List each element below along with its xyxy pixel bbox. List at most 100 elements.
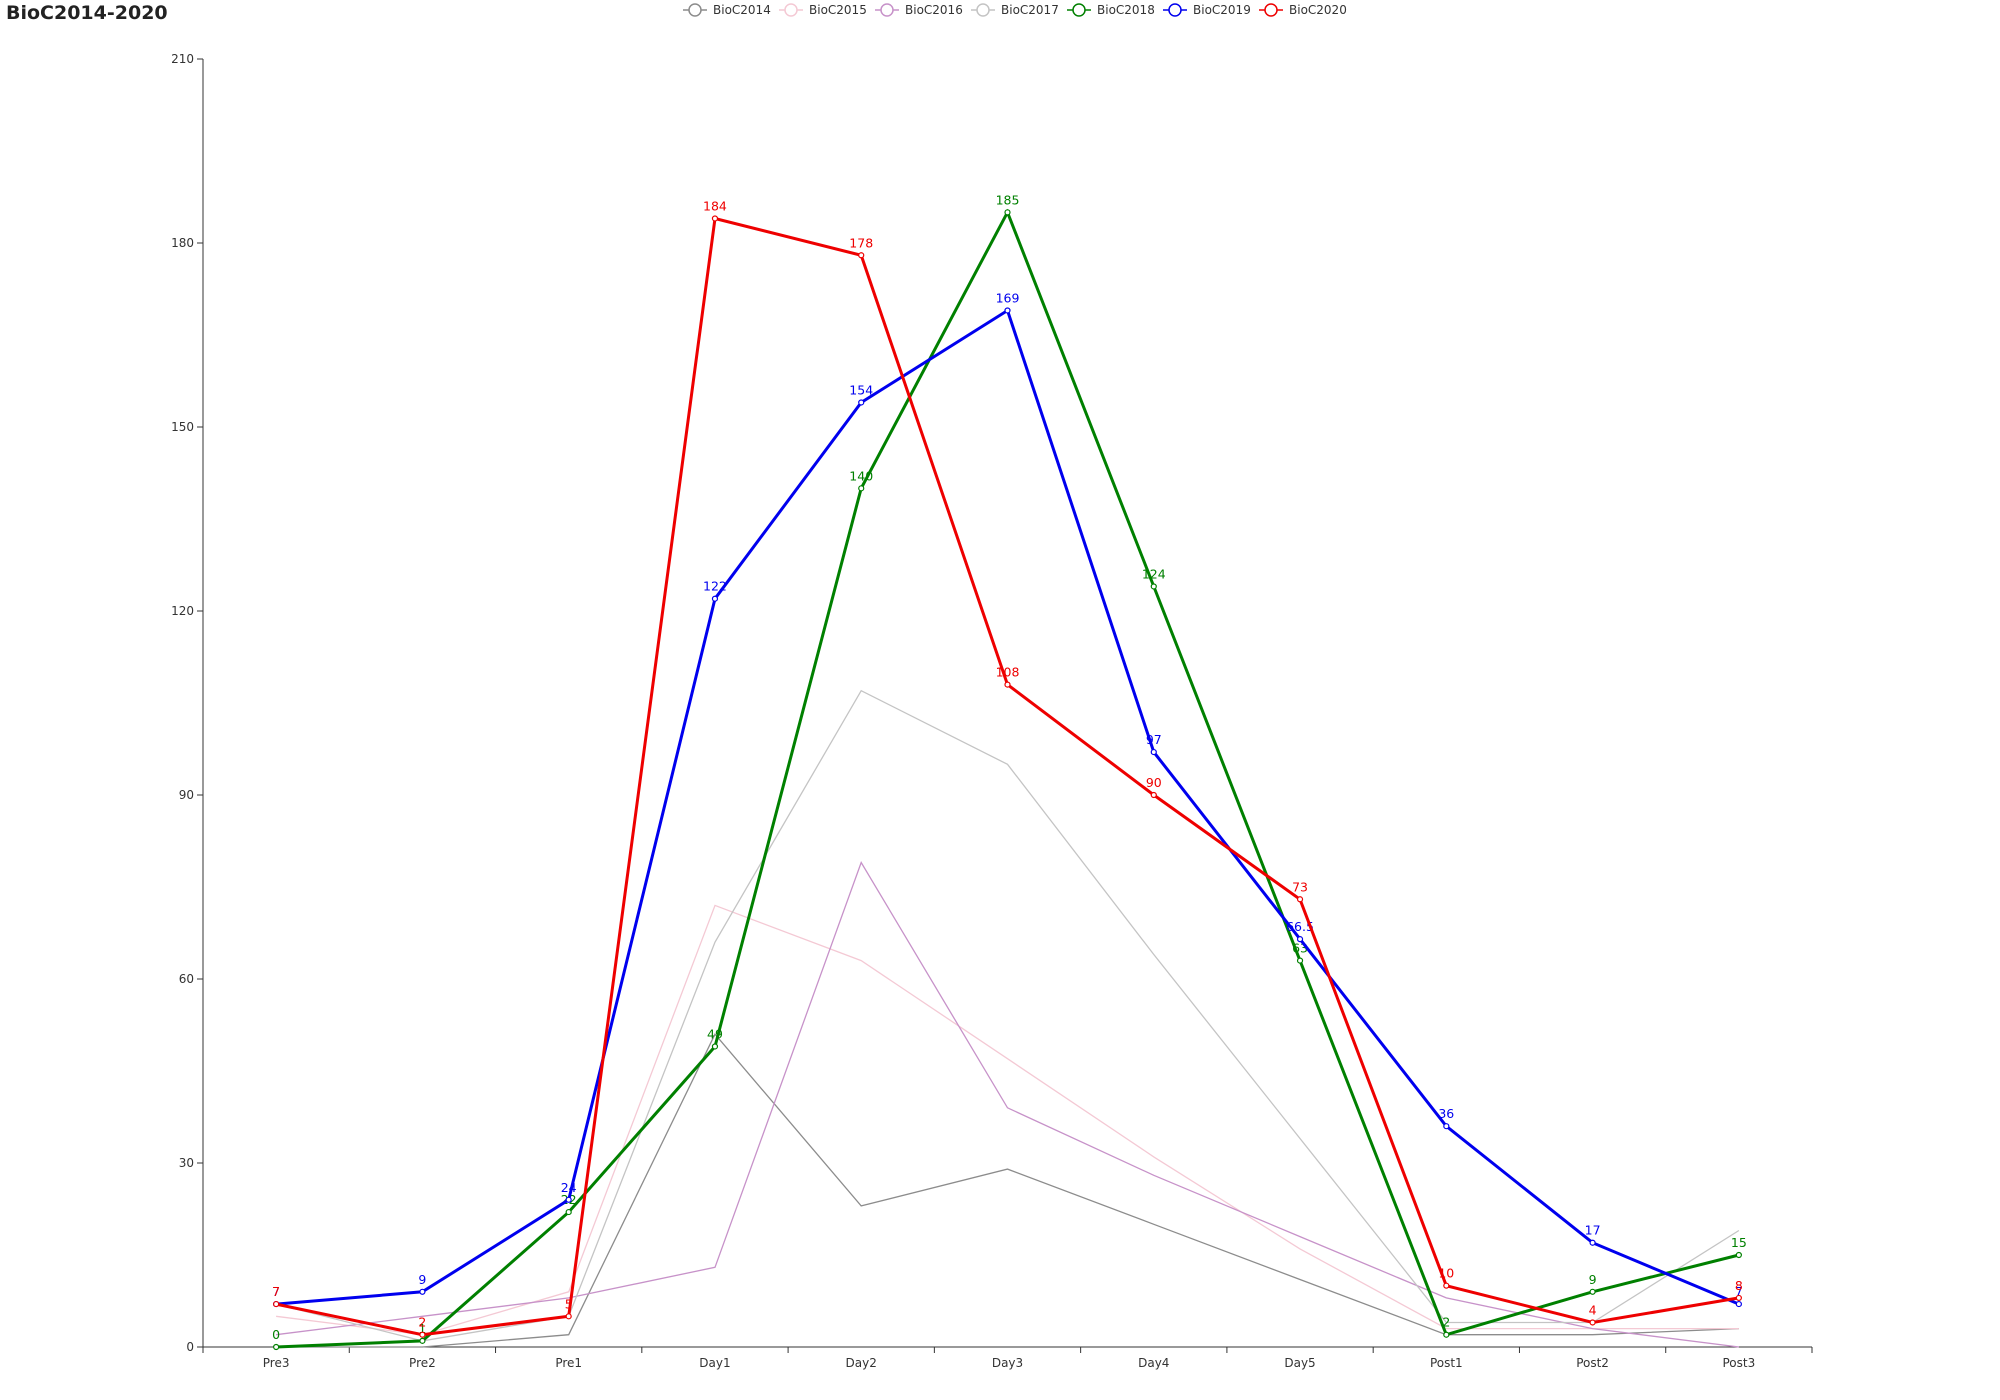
data-point[interactable] bbox=[419, 1288, 426, 1295]
data-point[interactable] bbox=[565, 1313, 572, 1320]
data-label: 185 bbox=[996, 192, 1020, 207]
data-point[interactable] bbox=[565, 1208, 572, 1216]
series-line[interactable] bbox=[275, 308, 1740, 1306]
data-label: 2 bbox=[418, 1315, 426, 1330]
series-line[interactable] bbox=[275, 216, 1740, 1337]
legend-item-BioC2017[interactable]: BioC2017 bbox=[971, 3, 1059, 17]
data-point[interactable] bbox=[858, 399, 865, 406]
series-BioC2018[interactable]: 012249140185124632915 bbox=[272, 192, 1747, 1351]
series-BioC2015[interactable] bbox=[276, 904, 1739, 1336]
data-point[interactable] bbox=[419, 1337, 426, 1344]
data-label: 9 bbox=[418, 1272, 426, 1287]
data-point[interactable] bbox=[1443, 1331, 1450, 1338]
legend-item-BioC2015[interactable]: BioC2015 bbox=[779, 3, 867, 17]
data-point[interactable] bbox=[1004, 209, 1011, 216]
data-point[interactable] bbox=[1735, 1294, 1742, 1302]
data-label: 178 bbox=[849, 235, 873, 250]
x-tick-label: Day5 bbox=[1284, 1356, 1315, 1370]
legend-marker bbox=[688, 3, 702, 17]
legend-item-BioC2020[interactable]: BioC2020 bbox=[1259, 3, 1347, 17]
legend-item-BioC2019[interactable]: BioC2019 bbox=[1163, 3, 1251, 17]
legend-item-BioC2016[interactable]: BioC2016 bbox=[875, 3, 963, 17]
series-BioC2016[interactable] bbox=[276, 860, 1739, 1348]
data-point[interactable] bbox=[1589, 1319, 1596, 1326]
data-point[interactable] bbox=[858, 252, 865, 259]
data-point[interactable] bbox=[1589, 1288, 1596, 1295]
data-point[interactable] bbox=[1589, 1239, 1596, 1246]
data-point[interactable] bbox=[858, 485, 865, 492]
x-tick-label: Day4 bbox=[1138, 1356, 1169, 1370]
data-label: 49 bbox=[707, 1026, 723, 1041]
legend-marker bbox=[1072, 3, 1086, 17]
data-point[interactable] bbox=[711, 215, 719, 222]
data-point[interactable] bbox=[1735, 1300, 1742, 1308]
legend-item-BioC2018[interactable]: BioC2018 bbox=[1067, 3, 1155, 17]
x-tick-label: Day3 bbox=[992, 1356, 1023, 1370]
data-point[interactable] bbox=[1004, 681, 1011, 688]
y-tick-label: 210 bbox=[171, 52, 194, 66]
data-point[interactable] bbox=[1150, 791, 1157, 799]
legend-marker bbox=[1264, 3, 1278, 17]
data-label: 7 bbox=[272, 1284, 280, 1299]
series-line[interactable] bbox=[276, 904, 1739, 1336]
data-point[interactable] bbox=[565, 1196, 572, 1203]
series-line[interactable] bbox=[276, 860, 1739, 1348]
legend[interactable]: BioC2014 BioC2015 BioC2016 BioC2017 BioC2018… bbox=[683, 3, 1347, 17]
data-label: 90 bbox=[1146, 775, 1162, 790]
series-BioC2020[interactable]: 7 2 5 184 178 108 90 73 10 4 8 bbox=[272, 198, 1743, 1338]
data-label: 140 bbox=[849, 468, 873, 483]
y-tick-label: 30 bbox=[179, 1156, 194, 1170]
data-label: 17 bbox=[1585, 1223, 1601, 1238]
data-point[interactable] bbox=[1735, 1251, 1742, 1259]
series-line[interactable] bbox=[276, 208, 1740, 1349]
data-label: 9 bbox=[1589, 1272, 1597, 1287]
series-BioC2017[interactable] bbox=[275, 689, 1740, 1342]
data-point[interactable] bbox=[1004, 307, 1011, 314]
data-label: 73 bbox=[1292, 879, 1308, 894]
legend-item-BioC2014[interactable]: BioC2014 bbox=[683, 3, 771, 17]
y-tick-label: 120 bbox=[171, 604, 194, 618]
legend-label: BioC2017 bbox=[1001, 3, 1059, 17]
data-point[interactable] bbox=[711, 595, 719, 602]
data-point[interactable] bbox=[273, 1300, 280, 1308]
data-point[interactable] bbox=[1296, 957, 1304, 964]
data-label: 124 bbox=[1142, 566, 1166, 581]
data-point[interactable] bbox=[1150, 583, 1157, 590]
data-label: 169 bbox=[996, 290, 1020, 305]
data-label: 7 bbox=[1735, 1284, 1743, 1299]
data-label: 24 bbox=[561, 1180, 577, 1195]
data-label: 10 bbox=[1438, 1266, 1454, 1281]
data-point[interactable] bbox=[273, 1343, 280, 1351]
x-tick-label: Post2 bbox=[1576, 1356, 1609, 1370]
data-label: 0 bbox=[272, 1327, 280, 1342]
data-label: 7 bbox=[272, 1284, 280, 1299]
legend-label: BioC2020 bbox=[1289, 3, 1347, 17]
data-label: 122 bbox=[703, 579, 727, 594]
data-point[interactable] bbox=[1296, 936, 1304, 943]
series-line[interactable] bbox=[275, 689, 1740, 1342]
legend-marker bbox=[784, 3, 798, 17]
series-BioC2019[interactable]: 7 9 24 122 154 169 97 66.5 36 17 7 bbox=[272, 290, 1743, 1308]
series-BioC2014[interactable] bbox=[276, 1033, 1739, 1348]
data-point[interactable] bbox=[1443, 1123, 1450, 1130]
data-label: 5 bbox=[565, 1296, 573, 1311]
data-point[interactable] bbox=[419, 1331, 426, 1338]
series-layer: 01224914018512463291579241221541699766.5… bbox=[272, 192, 1747, 1351]
data-point[interactable] bbox=[1296, 896, 1304, 903]
legend-marker bbox=[1168, 3, 1182, 17]
legend-marker bbox=[880, 3, 894, 17]
data-point[interactable] bbox=[1443, 1282, 1450, 1289]
x-tick-label: Pre1 bbox=[555, 1356, 582, 1370]
data-label: 154 bbox=[849, 382, 873, 397]
data-label: 108 bbox=[996, 665, 1020, 680]
x-tick-label: Pre2 bbox=[409, 1356, 436, 1370]
x-tick-label: Day2 bbox=[846, 1356, 877, 1370]
legend-marker bbox=[976, 3, 990, 17]
data-point[interactable] bbox=[711, 1043, 719, 1050]
series-line[interactable] bbox=[276, 1033, 1739, 1348]
data-label: 4 bbox=[1589, 1302, 1597, 1317]
y-tick-label: 60 bbox=[179, 972, 194, 986]
data-point[interactable] bbox=[1150, 748, 1157, 756]
data-label: 1 bbox=[418, 1321, 426, 1336]
